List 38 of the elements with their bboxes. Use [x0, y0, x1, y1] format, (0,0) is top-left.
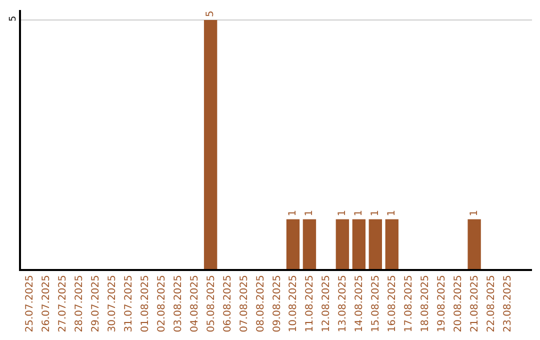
x-tick-label: 29.07.2025 [90, 275, 102, 332]
data-label: 1 [468, 210, 480, 216]
data-label: 5 [205, 10, 216, 17]
data-label: 1 [304, 210, 315, 216]
x-tick-label: 05.08.2025 [206, 275, 217, 332]
x-tick-label: 25.07.2025 [24, 275, 36, 332]
x-tick-label: 13.08.2025 [338, 275, 349, 332]
x-tick-label: 14.08.2025 [354, 275, 366, 332]
x-tick-label: 28.07.2025 [74, 275, 85, 332]
x-tick-label: 19.08.2025 [436, 275, 448, 332]
data-label: 1 [370, 210, 381, 216]
x-tick-label: 15.08.2025 [370, 275, 382, 332]
x-tick-label: 12.08.2025 [321, 275, 332, 332]
x-tick-label: 31.07.2025 [123, 275, 134, 332]
x-tick-label: 04.08.2025 [189, 275, 200, 332]
x-tick-label: 18.08.2025 [420, 275, 432, 332]
x-tick-label: 03.08.2025 [172, 275, 184, 332]
x-tick-label: 06.08.2025 [222, 275, 234, 332]
x-tick-label: 08.08.2025 [255, 275, 266, 332]
data-label: 1 [287, 210, 298, 216]
x-tick-label: 17.08.2025 [404, 275, 415, 332]
x-tick-label: 07.08.2025 [238, 275, 250, 332]
x-tick-label: 27.07.2025 [57, 275, 68, 332]
x-tick-label: 20.08.2025 [453, 275, 464, 332]
x-tick-label: 21.08.2025 [470, 275, 481, 332]
x-tick-label: 09.08.2025 [272, 275, 283, 332]
data-label: 1 [336, 210, 348, 216]
x-tick-label: 02.08.2025 [156, 275, 168, 332]
x-tick-label: 22.08.2025 [486, 275, 498, 332]
x-tick-label: 30.07.2025 [106, 275, 118, 332]
data-label: 1 [353, 210, 364, 216]
x-tick-label: 16.08.2025 [387, 275, 398, 332]
x-tick-label: 11.08.2025 [304, 275, 316, 332]
data-label: 1 [386, 210, 398, 216]
x-tick-label: 23.08.2025 [502, 275, 514, 332]
x-tick-label: 01.08.2025 [140, 275, 151, 332]
x-tick-label: 26.07.2025 [40, 275, 52, 332]
x-tick-label: 10.08.2025 [288, 275, 300, 332]
